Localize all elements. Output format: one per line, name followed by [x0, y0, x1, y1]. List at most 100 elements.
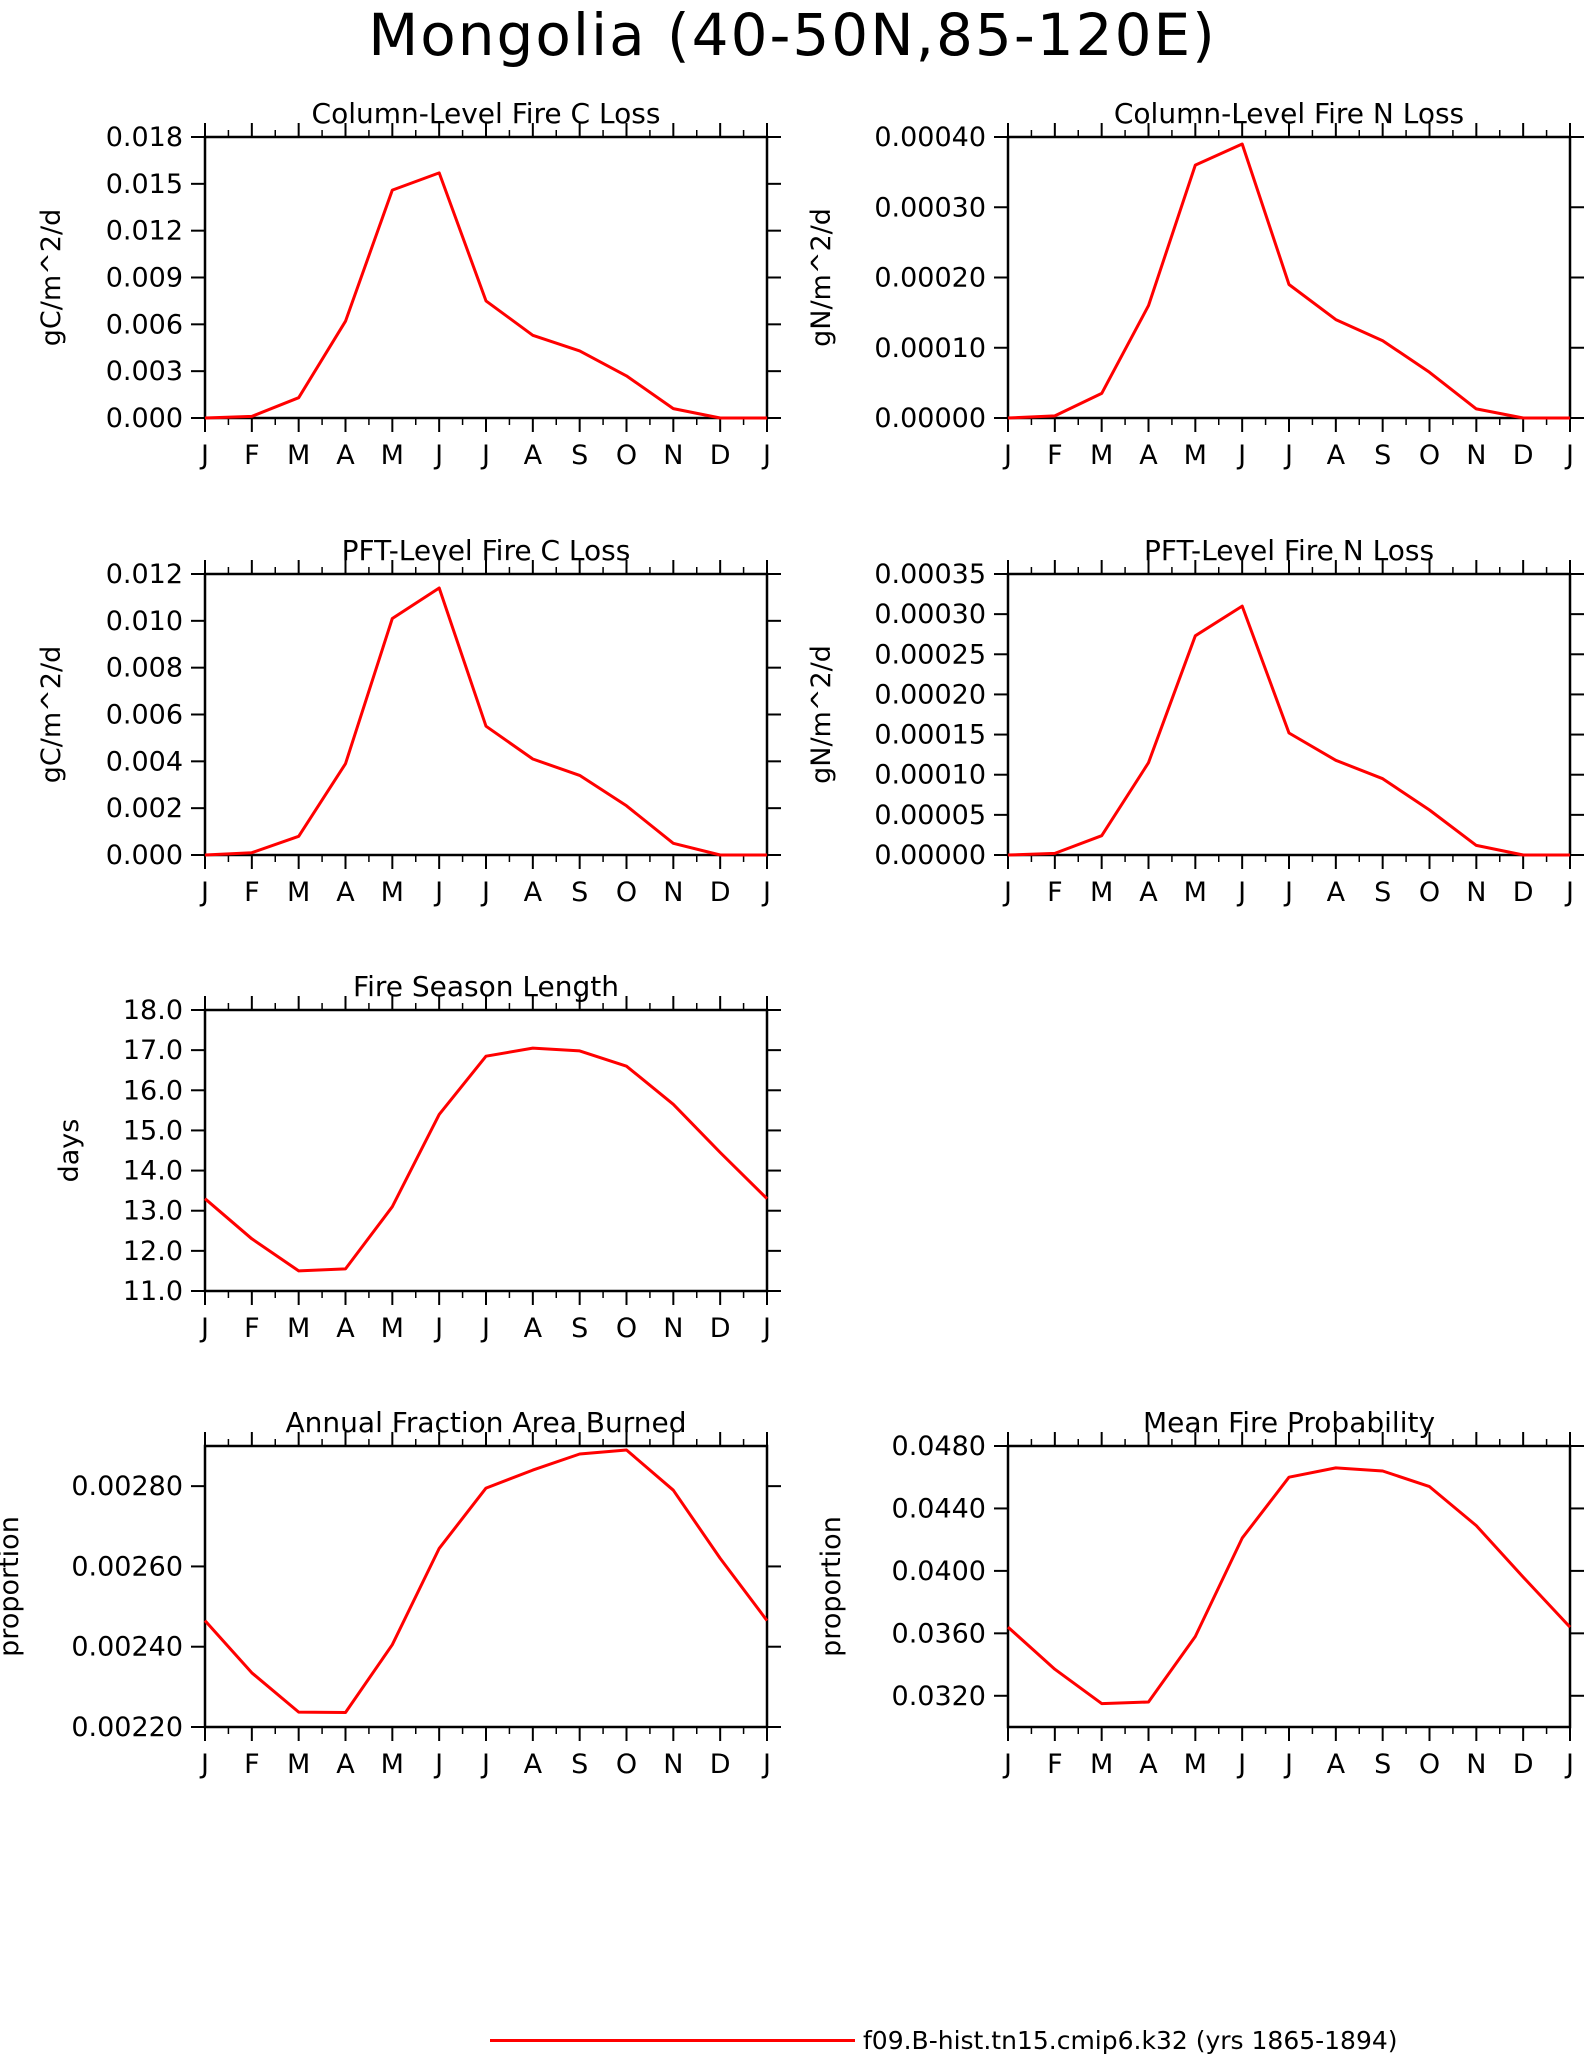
- fire-prob-ytick-label: 0.0360: [892, 1618, 986, 1649]
- pft-n-loss-xtick-label: J: [1236, 877, 1246, 908]
- frac-burned-ytick-label: 0.00280: [71, 1471, 183, 1502]
- fire-season-xtick-label: D: [710, 1313, 731, 1344]
- frac-burned-ytick-label: 0.00220: [71, 1712, 183, 1743]
- pft-n-loss-xtick-label: M: [1184, 877, 1207, 908]
- col-n-loss-xtick-label: J: [1283, 440, 1293, 471]
- col-n-loss-xtick-label: D: [1513, 440, 1534, 471]
- pft-n-loss-xtick-label: J: [1564, 877, 1574, 908]
- fire-season-ylabel: days: [54, 1119, 85, 1183]
- pft-c-loss-ytick-label: 0.000: [106, 840, 183, 871]
- frac-burned-xtick-label: S: [571, 1749, 588, 1780]
- fire-prob-xtick-label: A: [1327, 1749, 1346, 1780]
- frac-burned-ytick-label: 0.00240: [71, 1632, 183, 1663]
- pft-c-loss-series-line: [204, 586, 767, 857]
- fire-season-xtick-label: S: [571, 1313, 588, 1344]
- fire-prob-xtick-label: A: [1139, 1749, 1158, 1780]
- pft-n-loss-ytick-label: 0.00035: [874, 559, 986, 590]
- fire-season-xtick-label: J: [199, 1313, 209, 1344]
- frac-burned-xtick-label: J: [761, 1749, 771, 1780]
- pft-n-loss-xtick-label: D: [1513, 877, 1534, 908]
- fire-prob-xtick-label: F: [1047, 1749, 1063, 1780]
- pft-n-loss-xtick-label: J: [1283, 877, 1293, 908]
- fire-prob-ytick-label: 0.0480: [892, 1431, 986, 1462]
- col-c-loss-ytick-label: 0.012: [106, 216, 183, 247]
- fire-prob-xtick-label: J: [1236, 1749, 1246, 1780]
- frac-burned-xtick-label: M: [287, 1749, 310, 1780]
- col-c-loss-xtick-label: M: [287, 440, 310, 471]
- frac-burned-xtick-label: J: [433, 1749, 443, 1780]
- pft-n-loss-xtick-label: F: [1047, 877, 1063, 908]
- col-n-loss-xtick-label: A: [1327, 440, 1346, 471]
- pft-n-loss-series-line: [1007, 604, 1570, 857]
- col-c-loss-xtick-label: J: [199, 440, 209, 471]
- pft-n-loss-xtick-label: A: [1327, 877, 1346, 908]
- frac-burned-xtick-label: A: [336, 1749, 355, 1780]
- fire-prob-series-line: [1006, 1466, 1572, 1706]
- pft-n-loss-ytick-label: 0.00025: [874, 639, 986, 670]
- fire-season-ytick-label: 12.0: [123, 1236, 183, 1267]
- fire-prob-frame: [1006, 1444, 1572, 1729]
- col-n-loss-xtick-label: M: [1184, 440, 1207, 471]
- frac-burned-xtick-label: J: [199, 1749, 209, 1780]
- fire-season-frame: [203, 1008, 769, 1293]
- frac-burned-xtick-label: J: [480, 1749, 490, 1780]
- col-c-loss-ytick-label: 0.018: [106, 122, 183, 153]
- frac-burned-xtick-label: M: [381, 1749, 404, 1780]
- pft-c-loss-frame: [203, 572, 769, 857]
- fire-season-ytick-label: 16.0: [123, 1075, 183, 1106]
- col-n-loss-series-line: [1007, 142, 1570, 420]
- frac-burned-xtick-label: D: [710, 1749, 731, 1780]
- fire-season-ytick-label: 18.0: [123, 995, 183, 1026]
- legend-line-swatch: [490, 2039, 855, 2042]
- col-c-loss-ytick-label: 0.006: [106, 309, 183, 340]
- pft-n-loss-ylabel: gN/m^2/d: [806, 645, 837, 784]
- pft-c-loss-ytick-label: 0.012: [106, 559, 183, 590]
- pft-c-loss-xtick-label: J: [480, 877, 490, 908]
- pft-c-loss-xtick-label: A: [336, 877, 355, 908]
- col-c-loss-xtick-label: O: [616, 440, 637, 471]
- frac-burned-xtick-label: N: [663, 1749, 683, 1780]
- fire-season-xtick-label: J: [761, 1313, 771, 1344]
- pft-c-loss-xtick-label: S: [571, 877, 588, 908]
- pft-n-loss-frame: [1006, 572, 1572, 857]
- fire-season-xtick-label: A: [524, 1313, 543, 1344]
- frac-burned-xtick-label: A: [524, 1749, 543, 1780]
- frac-burned-xtick-label: O: [616, 1749, 637, 1780]
- figure-title: Mongolia (40-50N,85-120E): [368, 1, 1217, 69]
- pft-c-loss-xtick-label: F: [244, 877, 260, 908]
- fire-prob-xtick-label: S: [1374, 1749, 1391, 1780]
- pft-c-loss-xtick-label: O: [616, 877, 637, 908]
- col-c-loss-xtick-label: A: [336, 440, 355, 471]
- pft-n-loss-ytick-label: 0.00020: [874, 679, 986, 710]
- pft-c-loss-xtick-label: M: [287, 877, 310, 908]
- pft-c-loss-xtick-label: A: [524, 877, 543, 908]
- legend-label: f09.B-hist.tn15.cmip6.k32 (yrs 1865-1894…: [863, 2026, 1398, 2055]
- pft-c-loss-ylabel: gC/m^2/d: [36, 646, 67, 783]
- col-c-loss-ytick-label: 0.003: [106, 356, 183, 387]
- fire-season-xtick-label: A: [336, 1313, 355, 1344]
- fire-prob-xtick-label: D: [1513, 1749, 1534, 1780]
- pft-c-loss-ytick-label: 0.004: [106, 746, 183, 777]
- col-c-loss-ytick-label: 0.009: [106, 263, 183, 294]
- fire-prob-xtick-label: N: [1466, 1749, 1486, 1780]
- col-c-loss-xtick-label: D: [710, 440, 731, 471]
- pft-n-loss-xtick-label: A: [1139, 877, 1158, 908]
- col-c-loss-series-line: [204, 171, 767, 420]
- col-c-loss-xtick-label: J: [433, 440, 443, 471]
- col-n-loss-xtick-label: A: [1139, 440, 1158, 471]
- fire-season-xtick-label: M: [287, 1313, 310, 1344]
- col-n-loss-frame: [1006, 135, 1572, 420]
- pft-n-loss-ytick-label: 0.00030: [874, 599, 986, 630]
- col-c-loss-ytick-label: 0.000: [106, 403, 183, 434]
- fire-season-xtick-label: N: [663, 1313, 683, 1344]
- pft-c-loss-ytick-label: 0.010: [106, 606, 183, 637]
- pft-n-loss-ytick-label: 0.00005: [874, 800, 986, 831]
- col-n-loss-xtick-label: J: [1002, 440, 1012, 471]
- fire-season-xtick-label: J: [433, 1313, 443, 1344]
- fire-prob-ylabel: proportion: [816, 1516, 847, 1657]
